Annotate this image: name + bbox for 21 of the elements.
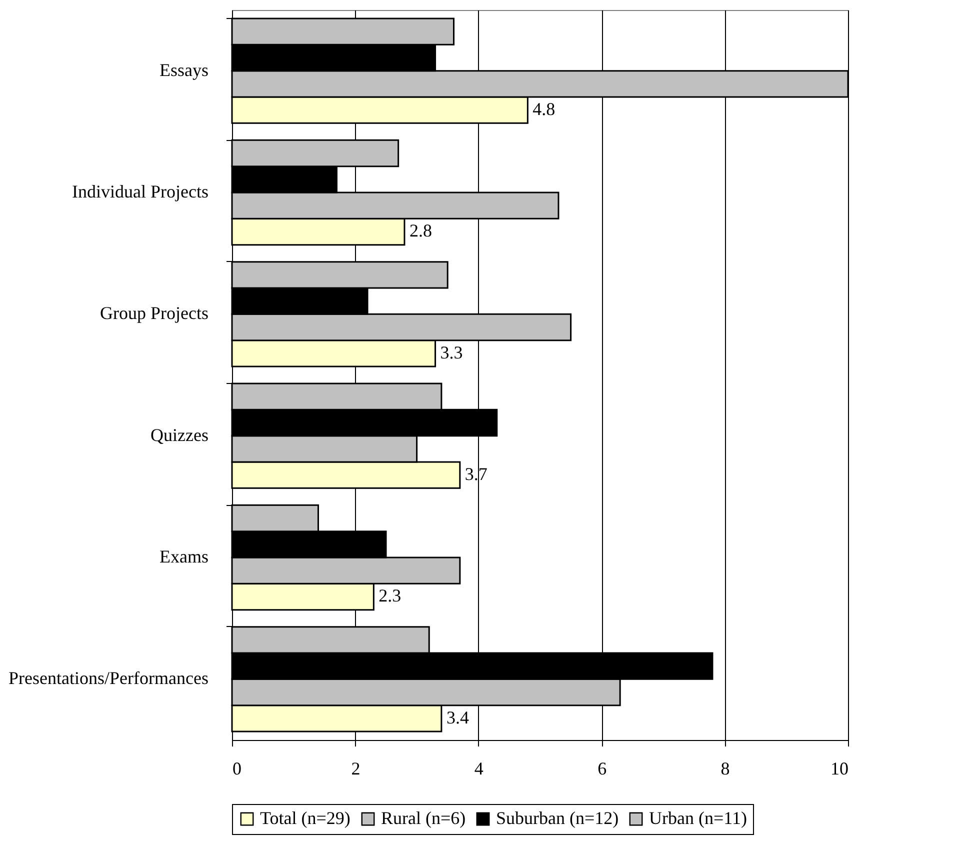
x-tick-label: 4 bbox=[474, 758, 484, 778]
data-label: 3.3 bbox=[440, 342, 463, 362]
legend-label: Suburban (n=12) bbox=[496, 808, 619, 828]
x-tick-label: 2 bbox=[351, 758, 360, 778]
y-tick-label: Exams bbox=[160, 546, 208, 566]
data-label: 3.4 bbox=[446, 707, 469, 728]
data-label: 2.8 bbox=[409, 220, 432, 241]
y-tick-label: Individual Projects bbox=[72, 182, 208, 202]
x-tick-label: 0 bbox=[232, 758, 242, 778]
x-tick-label: 6 bbox=[598, 758, 607, 778]
legend-label: Total (n=29) bbox=[260, 808, 350, 828]
legend-label: Rural (n=6) bbox=[381, 808, 466, 828]
data-label: 2.3 bbox=[378, 586, 402, 606]
y-tick-label: Essays bbox=[160, 60, 208, 80]
legend-label: Urban (n=11) bbox=[649, 808, 747, 828]
x-tick-label: 8 bbox=[720, 758, 730, 778]
data-label: 4.8 bbox=[532, 99, 556, 120]
y-tick-label: Presentations/Performances bbox=[8, 668, 208, 688]
y-tick-label: Quizzes bbox=[150, 424, 208, 445]
x-tick-label: 10 bbox=[830, 758, 848, 778]
y-tick-label: Group Projects bbox=[100, 303, 208, 324]
